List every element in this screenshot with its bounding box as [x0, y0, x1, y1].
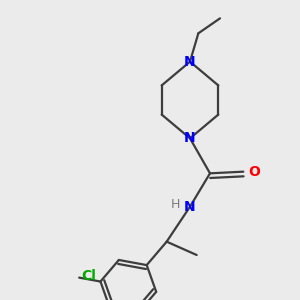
Text: Cl: Cl — [81, 269, 96, 283]
Text: H: H — [170, 199, 180, 212]
Text: N: N — [184, 55, 196, 69]
Text: N: N — [184, 131, 196, 145]
Text: N: N — [184, 200, 196, 214]
Text: O: O — [248, 165, 260, 179]
